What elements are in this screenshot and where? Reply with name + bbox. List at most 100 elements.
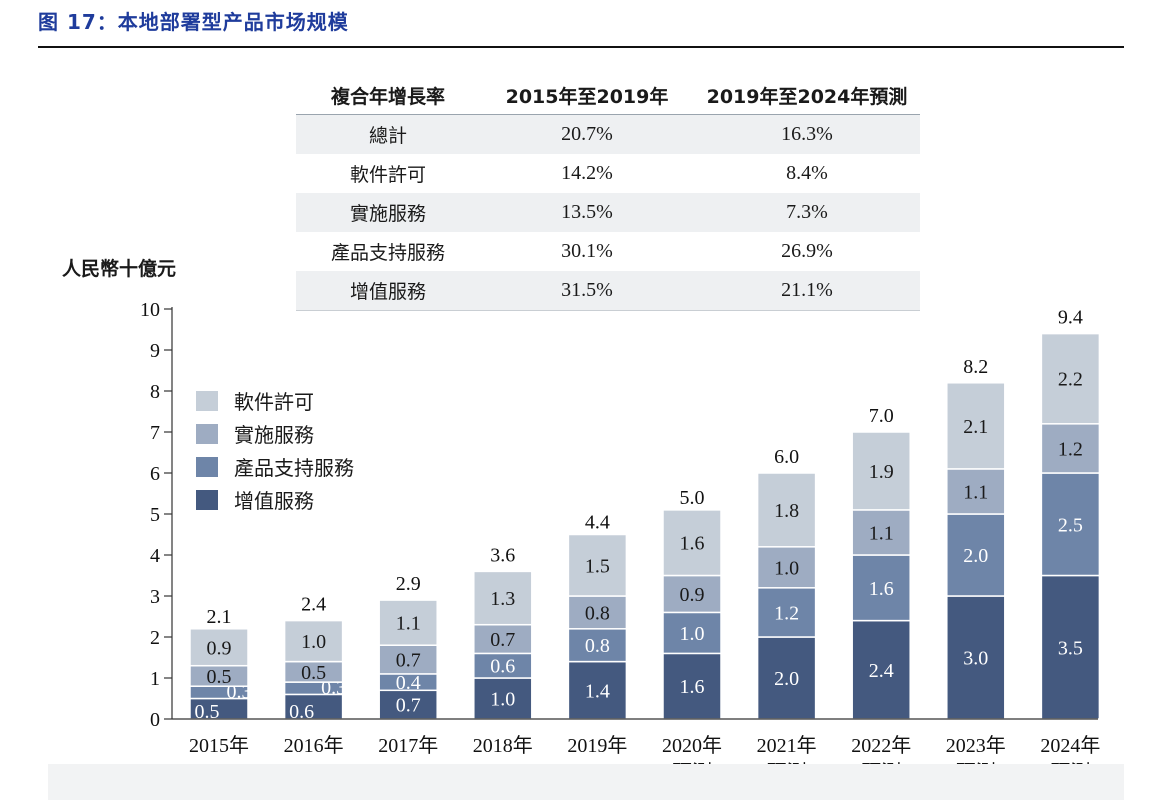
cagr-row-label: 總計 bbox=[296, 114, 480, 154]
bar-total-label: 2.9 bbox=[396, 573, 421, 595]
bar-segment bbox=[851, 431, 911, 511]
x-tick-label: 2019年 bbox=[567, 734, 627, 757]
data-label: 0.5 bbox=[301, 662, 326, 684]
bar-segment bbox=[756, 546, 817, 589]
bar-total-label: 2.1 bbox=[207, 606, 232, 628]
x-tick-label: 2016年 bbox=[284, 734, 344, 757]
bar-segment bbox=[756, 587, 817, 638]
bar-total-label: 5.0 bbox=[680, 487, 705, 509]
bar-segment bbox=[283, 693, 344, 720]
legend-swatch-software-license bbox=[196, 390, 218, 411]
data-label: 2.2 bbox=[1058, 369, 1083, 391]
legend-item-software-license: 軟件許可 bbox=[196, 384, 354, 417]
data-label: 0.9 bbox=[680, 584, 705, 606]
cagr-value-2019-2024: 7.3% bbox=[694, 193, 920, 232]
data-label: 0.9 bbox=[207, 637, 232, 659]
x-tick-label: 2017年 bbox=[378, 734, 438, 757]
cagr-row-software-license: 軟件許可 14.2% 8.4% bbox=[296, 154, 920, 193]
cagr-row-value-added: 增值服務 31.5% 21.1% bbox=[296, 271, 920, 311]
data-label: 0.5 bbox=[195, 701, 220, 723]
cagr-row-implementation: 實施服務 13.5% 7.3% bbox=[296, 193, 920, 232]
bar-total-label: 2.4 bbox=[301, 594, 326, 616]
data-label: 3.0 bbox=[963, 648, 988, 670]
cagr-value-2019-2024: 8.4% bbox=[786, 162, 828, 184]
cagr-row-product-support: 產品支持服務 30.1% 26.9% bbox=[296, 232, 920, 271]
legend-swatch-value-added bbox=[196, 489, 218, 510]
cagr-row-label: 產品支持服務 bbox=[330, 242, 445, 264]
cagr-row-label: 實施服務 bbox=[296, 193, 480, 232]
x-tick-label: 2021年 bbox=[757, 734, 817, 757]
data-label: 0.6 bbox=[289, 701, 314, 723]
bar-total-label: 8.2 bbox=[963, 356, 988, 378]
bar-segment bbox=[851, 509, 911, 556]
legend-swatch-implementation bbox=[196, 423, 218, 444]
legend-label: 實施服務 bbox=[234, 423, 314, 447]
bar-total-label: 9.4 bbox=[1058, 307, 1083, 329]
bar-segment bbox=[946, 468, 1006, 515]
data-label: 1.5 bbox=[585, 555, 610, 577]
data-label: 1.2 bbox=[774, 602, 799, 624]
chart-legend: 軟件許可 實施服務 產品支持服務 增值服務 bbox=[196, 384, 354, 516]
bar-segment bbox=[1040, 332, 1101, 425]
x-tick-label: 2018年 bbox=[473, 734, 533, 757]
cagr-value-2015-2019: 14.2% bbox=[561, 162, 613, 184]
cagr-header-label: 複合年增長率 bbox=[296, 76, 480, 115]
bar-segment bbox=[662, 509, 722, 577]
legend-label: 產品支持服務 bbox=[234, 456, 354, 480]
cagr-value-2015-2019: 13.5% bbox=[480, 193, 694, 232]
y-tick-label: 7 bbox=[150, 422, 160, 444]
data-label: 0.6 bbox=[490, 656, 515, 678]
data-label: 0.4 bbox=[396, 672, 421, 694]
cagr-header-2019-2024: 2019年至2024年預測 bbox=[694, 76, 920, 115]
data-label: 1.0 bbox=[774, 557, 799, 579]
data-label: 1.3 bbox=[490, 588, 515, 610]
data-label: 1.2 bbox=[1058, 438, 1083, 460]
data-label: 1.8 bbox=[774, 500, 799, 522]
data-label: 1.9 bbox=[869, 461, 894, 483]
bar-segment bbox=[567, 595, 628, 630]
bar-total-label: 3.6 bbox=[490, 544, 515, 566]
bar-segment bbox=[756, 472, 817, 548]
y-tick-label: 3 bbox=[150, 586, 160, 608]
bottom-band bbox=[48, 764, 1124, 800]
cagr-value-2019-2024: 16.3% bbox=[694, 114, 920, 154]
data-label: 0.8 bbox=[585, 635, 610, 657]
data-label: 2.5 bbox=[1058, 514, 1083, 536]
x-tick-label: 2024年 bbox=[1040, 734, 1100, 757]
y-tick-label: 10 bbox=[140, 299, 160, 321]
data-label: 1.6 bbox=[680, 533, 705, 555]
bar-segment bbox=[567, 628, 628, 663]
figure-title: 图 17：本地部署型产品市场规模 bbox=[38, 10, 349, 34]
y-tick-label: 9 bbox=[150, 340, 160, 362]
bar-segment bbox=[283, 619, 344, 663]
bar-segment bbox=[567, 533, 628, 597]
y-tick-label: 4 bbox=[150, 545, 160, 567]
legend-label: 軟件許可 bbox=[234, 390, 314, 414]
bar-segment bbox=[946, 513, 1006, 597]
data-label: 2.1 bbox=[963, 416, 988, 438]
cagr-row-label: 軟件許可 bbox=[349, 164, 426, 186]
data-label: 1.0 bbox=[680, 623, 705, 645]
data-label: 0.7 bbox=[490, 629, 515, 651]
bar-segment bbox=[946, 382, 1006, 470]
bar-segment bbox=[851, 554, 911, 622]
y-tick-label: 1 bbox=[150, 668, 160, 690]
y-tick-label: 6 bbox=[150, 463, 160, 485]
cagr-header-row: 複合年增長率 2015年至2019年 2019年至2024年預測 bbox=[296, 76, 920, 115]
title-divider bbox=[38, 46, 1124, 48]
bar-segment bbox=[378, 599, 438, 646]
data-label: 1.1 bbox=[963, 481, 988, 503]
bar-segment bbox=[567, 660, 628, 720]
data-label: 0.7 bbox=[396, 695, 421, 717]
data-label: 3.5 bbox=[1058, 637, 1083, 659]
legend-label: 增值服務 bbox=[234, 489, 314, 513]
cagr-value-2015-2019: 20.7% bbox=[480, 114, 694, 154]
cagr-row-total: 總計 20.7% 16.3% bbox=[296, 114, 920, 154]
y-axis-unit-label: 人民幣十億元 bbox=[62, 258, 177, 280]
bar-segment bbox=[851, 619, 911, 720]
bar-segment bbox=[1040, 472, 1101, 577]
data-label: 1.0 bbox=[301, 631, 326, 653]
cagr-table: 複合年增長率 2015年至2019年 2019年至2024年預測 總計 20.7… bbox=[296, 76, 920, 311]
bar-segment bbox=[189, 628, 249, 667]
